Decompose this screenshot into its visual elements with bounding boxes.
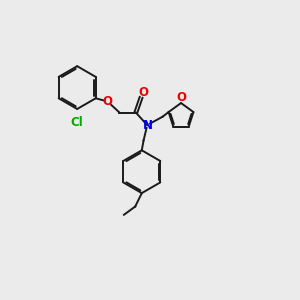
Text: Cl: Cl — [71, 116, 84, 128]
Text: O: O — [176, 91, 186, 104]
Text: O: O — [102, 95, 112, 108]
Text: O: O — [138, 86, 148, 99]
Text: N: N — [143, 119, 153, 132]
